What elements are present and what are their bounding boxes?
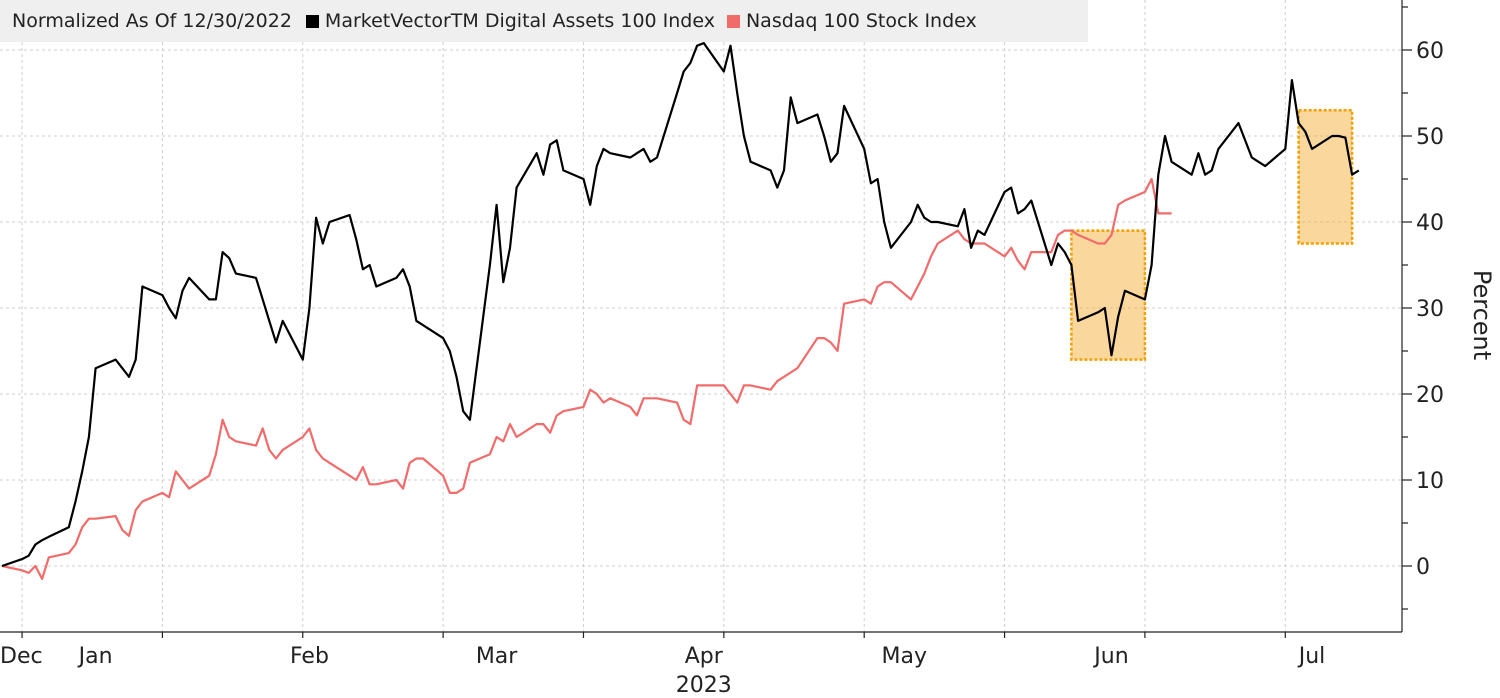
y-axis-title: Percent [1468,270,1496,360]
axes: 0 10 20 30 40 50 60 Dec Jan Feb Mar Apr May Jun Jul 202… [0,0,1444,698]
series-line-digital-assets [1,42,1360,568]
y-tick-label: 30 [1416,297,1444,322]
x-tick-label: May [882,644,927,669]
x-tick-label: Apr [685,644,724,669]
legend-label-digital-assets: MarketVectorTM Digital Assets 100 Index [324,10,715,32]
highlight-boxes [1070,108,1354,361]
y-tick-label: 50 [1416,125,1444,150]
y-tick-label: 0 [1416,555,1430,580]
legend-item-nasdaq: Nasdaq 100 Stock Index [726,10,977,32]
y-tick-label: 40 [1416,211,1444,236]
highlight-box-2 [1297,108,1354,245]
y-tick-label: 10 [1416,469,1444,494]
series-lines [1,42,1360,580]
x-tick-label: Jun [1092,644,1128,669]
x-tick-label: Jan [77,644,113,669]
series-line-nasdaq [1,177,1172,580]
legend-swatch-nasdaq [726,14,740,28]
y-tick-label: 20 [1416,383,1444,408]
x-tick-label: Dec [0,644,43,669]
x-year-label: 2023 [676,673,732,698]
chart-legend: Normalized As Of 12/30/2022 MarketVector… [0,0,1088,42]
x-tick-label: Feb [290,644,329,669]
legend-label-nasdaq: Nasdaq 100 Stock Index [745,10,977,32]
x-tick-label: Mar [476,644,518,669]
legend-item-digital-assets: MarketVectorTM Digital Assets 100 Index [305,10,715,32]
x-tick-label: Jul [1297,644,1326,669]
gridlines [0,0,1402,632]
legend-swatch-digital-assets [305,14,319,28]
y-tick-label: 60 [1416,39,1444,64]
legend-normalization-note: Normalized As Of 12/30/2022 [12,10,292,32]
